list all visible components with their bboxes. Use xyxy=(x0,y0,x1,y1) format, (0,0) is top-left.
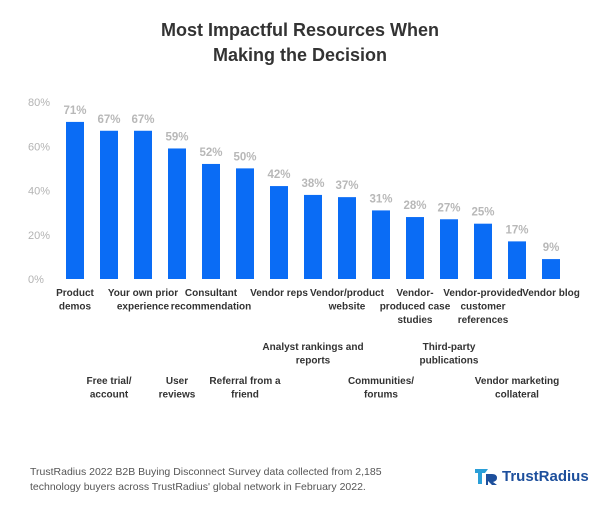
y-tick-label: 80% xyxy=(28,97,50,109)
bar xyxy=(474,223,492,279)
bar xyxy=(542,259,560,279)
chart-title: Most Impactful Resources When Making the… xyxy=(0,18,600,68)
bar-value-label: 37% xyxy=(335,180,358,192)
category-label: Third-party xyxy=(423,342,476,353)
bar xyxy=(168,148,186,279)
category-label: Consultant xyxy=(185,288,238,299)
bar xyxy=(66,121,84,279)
category-label: forums xyxy=(364,390,398,401)
bar xyxy=(236,168,254,279)
category-label: Free trial/ xyxy=(86,376,131,387)
bar-value-label: 38% xyxy=(301,178,324,190)
chart-title-line-1: Most Impactful Resources When xyxy=(160,20,440,40)
category-label: account xyxy=(90,390,129,401)
y-tick-label: 0% xyxy=(28,274,44,286)
y-tick-label: 60% xyxy=(28,141,50,153)
bar-value-label: 50% xyxy=(233,151,256,163)
y-tick-label: 20% xyxy=(28,230,50,242)
logo-text: TrustRadius xyxy=(502,467,589,485)
category-label: experience xyxy=(117,302,170,313)
trustradius-logo-icon xyxy=(475,469,497,485)
category-label: Vendor marketing xyxy=(475,376,559,387)
bar xyxy=(134,130,152,279)
bar-value-label: 28% xyxy=(403,200,426,212)
category-label: Referral from a xyxy=(209,376,281,387)
category-label: Vendor-provided xyxy=(443,288,522,299)
category-label: Vendor reps xyxy=(250,288,308,299)
bar-value-label: 67% xyxy=(97,114,120,126)
bar-value-label: 9% xyxy=(543,242,560,254)
category-label: publications xyxy=(420,356,479,367)
category-label: Vendor/product xyxy=(310,288,385,299)
category-label: reports xyxy=(296,356,331,367)
chart-title-line-2: Making the Decision xyxy=(212,45,388,65)
bar-value-label: 59% xyxy=(165,131,188,143)
category-label: friend xyxy=(231,390,259,401)
category-label: studies xyxy=(397,315,432,326)
bar-value-label: 42% xyxy=(267,169,290,181)
bar xyxy=(304,194,322,279)
category-label: produced case xyxy=(380,302,451,313)
category-label: Vendor blog xyxy=(522,288,580,299)
category-label: customer xyxy=(460,302,505,313)
bar xyxy=(202,163,220,279)
bar xyxy=(508,241,526,279)
bar-chart: 0% 20% 40% 60% 80% 71% Product demos 67% Free tri… xyxy=(28,97,580,401)
category-label: User xyxy=(166,376,188,387)
bar xyxy=(338,197,356,279)
bar xyxy=(372,210,390,279)
category-label: reviews xyxy=(159,390,196,401)
category-label: Your own prior xyxy=(108,288,178,299)
category-label: Analyst rankings and xyxy=(262,342,363,353)
category-label: recommendation xyxy=(171,302,252,313)
bar xyxy=(270,186,288,279)
bar xyxy=(440,219,458,279)
bar xyxy=(406,217,424,279)
bar xyxy=(100,130,118,279)
bar-value-label: 52% xyxy=(199,147,222,159)
bar-value-label: 27% xyxy=(437,202,460,214)
bar-value-label: 17% xyxy=(505,224,528,236)
y-tick-label: 40% xyxy=(28,186,50,198)
category-label: Vendor- xyxy=(396,288,433,299)
category-label: demos xyxy=(59,302,92,313)
category-label: Communities/ xyxy=(348,376,414,387)
category-label: references xyxy=(458,315,509,326)
category-label: website xyxy=(328,302,366,313)
category-label: Product xyxy=(56,288,94,299)
category-label: collateral xyxy=(495,390,539,401)
bar-value-label: 25% xyxy=(471,207,494,219)
bar-value-label: 31% xyxy=(369,193,392,205)
bar-value-label: 71% xyxy=(63,105,86,117)
footer-note: TrustRadius 2022 B2B Buying Disconnect S… xyxy=(30,466,382,493)
bar-value-label: 67% xyxy=(131,114,154,126)
trustradius-logo: TrustRadius xyxy=(473,466,589,486)
